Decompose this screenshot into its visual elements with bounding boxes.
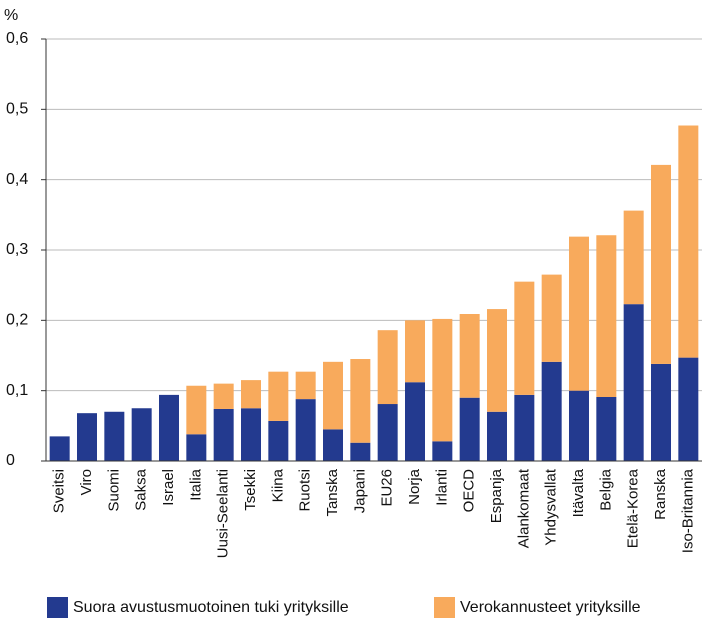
bar-segment bbox=[514, 394, 535, 461]
bar-segment bbox=[678, 357, 699, 461]
bar-segment bbox=[541, 361, 562, 461]
legend-swatch bbox=[47, 597, 68, 618]
bar-segment bbox=[186, 385, 207, 435]
bar-segment bbox=[49, 436, 70, 461]
x-tick-label: Ranska bbox=[652, 468, 669, 520]
y-tick-label: 0,6 bbox=[6, 30, 28, 47]
bar-segment bbox=[459, 397, 480, 461]
bar-segment bbox=[295, 371, 316, 400]
bar-segment bbox=[323, 429, 343, 461]
bar-segment bbox=[405, 382, 425, 461]
bar-segment bbox=[678, 125, 699, 358]
x-tick-label: OECD bbox=[461, 469, 478, 513]
bar-segment bbox=[323, 361, 343, 430]
bar-segment bbox=[295, 399, 316, 461]
bar-segment bbox=[377, 330, 398, 405]
bar-segment bbox=[104, 411, 125, 461]
bar-segment bbox=[541, 274, 562, 362]
x-tick-label: Alankomaat bbox=[515, 468, 532, 548]
x-tick-label: Sveitsi bbox=[51, 469, 68, 513]
x-tick-label: Iso-Britannia bbox=[679, 468, 696, 553]
y-tick-label: 0,2 bbox=[6, 312, 28, 329]
x-tick-label: Italia bbox=[187, 468, 204, 500]
bar-segment bbox=[186, 434, 207, 461]
bar-segment bbox=[596, 235, 617, 397]
x-tick-label: Yhdysvallat bbox=[543, 468, 560, 546]
bar-segment bbox=[569, 236, 589, 391]
bar-segment bbox=[487, 411, 507, 461]
bar-segment bbox=[623, 304, 644, 461]
bar-segment bbox=[268, 420, 289, 461]
x-tick-label: Espanja bbox=[488, 468, 505, 523]
y-tick-label: 0,5 bbox=[6, 101, 28, 118]
x-tick-label: EU26 bbox=[379, 469, 396, 507]
bar-segment bbox=[432, 318, 453, 442]
bar-segment bbox=[241, 408, 261, 461]
x-tick-label: Itävalta bbox=[570, 468, 587, 517]
bar-segment bbox=[623, 210, 644, 305]
y-tick-label: 0,3 bbox=[6, 241, 28, 258]
bar-segment bbox=[241, 380, 261, 409]
bar-segment bbox=[377, 404, 398, 461]
bar-segment bbox=[569, 390, 589, 461]
x-tick-label: Tanska bbox=[324, 468, 341, 516]
bar-segment bbox=[514, 281, 535, 395]
x-tick-label: Kiina bbox=[269, 468, 286, 502]
bar-segment bbox=[487, 309, 507, 412]
bar-segment bbox=[596, 396, 617, 461]
bar-segment bbox=[131, 408, 152, 461]
y-tick-label: 0,4 bbox=[6, 171, 28, 188]
x-tick-label: Japani bbox=[351, 469, 368, 513]
x-tick-label: Ruotsi bbox=[297, 469, 314, 512]
x-tick-label: Israel bbox=[160, 469, 177, 506]
bar-segment bbox=[432, 441, 453, 461]
bar-segment bbox=[651, 363, 671, 461]
x-tick-label: Saksa bbox=[133, 468, 150, 510]
bar-segment bbox=[651, 164, 671, 364]
legend-swatch bbox=[434, 597, 455, 618]
bar-segment bbox=[405, 320, 425, 383]
bar-segment bbox=[77, 413, 97, 461]
bar-segment bbox=[159, 394, 179, 461]
x-tick-label: Uusi-Seelanti bbox=[215, 469, 232, 558]
bar-segment bbox=[213, 408, 234, 461]
x-tick-label: Belgia bbox=[597, 468, 614, 510]
y-tick-label: 0,1 bbox=[6, 382, 28, 399]
x-tick-label: Irlanti bbox=[433, 469, 450, 506]
x-tick-label: Etelä-Korea bbox=[625, 468, 642, 548]
bar-segment bbox=[350, 442, 371, 461]
bar-segment bbox=[213, 383, 234, 409]
x-tick-label: Norja bbox=[406, 468, 423, 505]
x-tick-label: Suomi bbox=[105, 469, 122, 512]
bar-segment bbox=[459, 314, 480, 398]
x-tick-label: Viro bbox=[78, 469, 95, 495]
bar-segment bbox=[350, 359, 371, 443]
bar-segment bbox=[268, 371, 289, 421]
y-tick-label: 0 bbox=[6, 452, 15, 469]
x-tick-label: Tsekki bbox=[242, 469, 259, 511]
legend-label: Suora avustusmuotoinen tuki yrityksille bbox=[73, 599, 349, 616]
legend-label: Verokannusteet yrityksille bbox=[460, 599, 641, 616]
unit-label: % bbox=[4, 7, 18, 24]
